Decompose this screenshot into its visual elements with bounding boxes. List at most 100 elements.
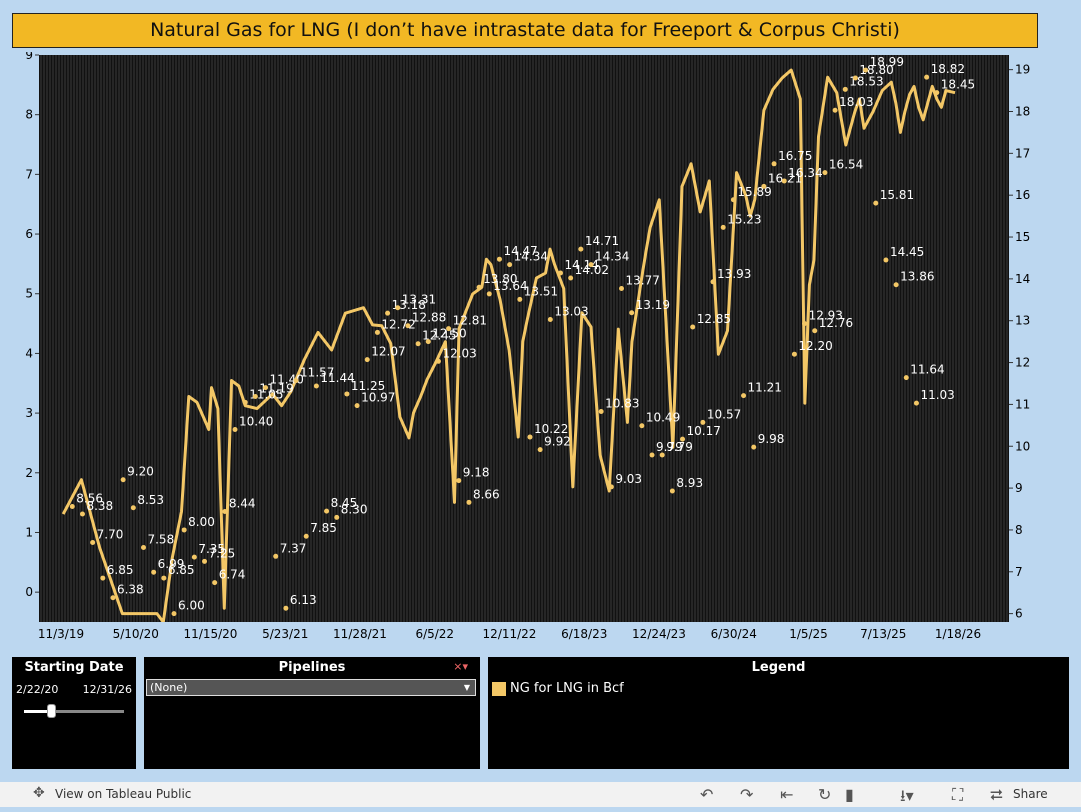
date-slider-handle[interactable] xyxy=(47,704,56,718)
data-label: 16.34 xyxy=(788,166,822,180)
data-point xyxy=(903,375,909,381)
data-point xyxy=(608,484,614,490)
data-point xyxy=(802,321,808,327)
data-point xyxy=(110,595,116,601)
x-axis-tick-label: 12/24/23 xyxy=(632,627,686,641)
data-label: 11.40 xyxy=(270,373,304,387)
data-label: 13.18 xyxy=(392,298,426,312)
data-point xyxy=(364,357,370,363)
data-label: 7.37 xyxy=(280,541,307,555)
download-icon[interactable]: ⭳▾ xyxy=(900,786,914,805)
data-label: 14.02 xyxy=(575,263,609,277)
data-point xyxy=(812,328,818,334)
data-point xyxy=(629,310,635,316)
data-point xyxy=(79,511,85,517)
right-axis-tick-label: 17 xyxy=(1015,146,1030,160)
data-label: 10.17 xyxy=(687,424,721,438)
data-label: 8.93 xyxy=(676,476,703,490)
data-label: 12.81 xyxy=(453,314,487,328)
right-axis-tick-label: 12 xyxy=(1015,356,1030,370)
date-slider-track[interactable] xyxy=(24,710,124,713)
tableau-logo-icon: ✥ xyxy=(33,785,45,801)
data-point xyxy=(191,554,197,560)
x-axis-tick-label: 1/18/26 xyxy=(935,627,981,641)
data-label: 11.64 xyxy=(910,363,944,377)
data-point xyxy=(476,284,482,290)
data-label: 10.83 xyxy=(605,397,639,411)
share-icon[interactable]: ⮂ xyxy=(990,785,1003,804)
right-axis-tick-label: 13 xyxy=(1015,314,1030,328)
data-point xyxy=(293,378,299,384)
data-point xyxy=(547,316,553,322)
data-point xyxy=(649,452,655,458)
data-point xyxy=(690,324,696,330)
data-label: 15.23 xyxy=(727,212,761,226)
x-axis-tick-label: 5/10/20 xyxy=(113,627,159,641)
left-axis-tick-label: 2 xyxy=(25,466,33,480)
data-label: 13.80 xyxy=(483,272,517,286)
refresh-icon[interactable]: ↻ xyxy=(818,785,832,804)
data-label: 16.21 xyxy=(768,171,802,185)
data-point xyxy=(151,569,157,575)
data-label: 18.45 xyxy=(941,78,975,92)
data-point xyxy=(588,262,594,268)
left-axis-tick-label: 4 xyxy=(25,346,33,360)
data-point xyxy=(252,393,258,399)
pause-icon[interactable]: ▮ xyxy=(845,785,854,804)
data-label: 6.99 xyxy=(158,557,185,571)
chart-plot: 0 1 2 3 4 5 6 7 8 9 6 7 8 9 10 11 12 13 14 15 16 17 18 19 11/3/1… xyxy=(12,48,1038,652)
data-label: 6.85 xyxy=(107,563,134,577)
data-point xyxy=(486,291,492,297)
data-label: 11.57 xyxy=(300,366,334,380)
data-label: 9.20 xyxy=(127,465,154,479)
x-axis-tick-label: 11/28/21 xyxy=(333,627,387,641)
clear-filter-icon[interactable]: ⨯▾ xyxy=(453,660,468,673)
data-label: 12.93 xyxy=(809,309,843,323)
pipelines-title: Pipelines xyxy=(278,660,346,675)
data-point xyxy=(313,383,319,389)
fullscreen-icon[interactable]: ⛶ xyxy=(952,785,964,804)
data-label: 18.99 xyxy=(870,55,904,69)
data-point xyxy=(507,262,513,268)
data-point xyxy=(324,508,330,514)
right-axis-tick-label: 10 xyxy=(1015,439,1030,453)
data-label: 7.35 xyxy=(198,542,225,556)
data-point xyxy=(446,326,452,332)
undo-icon[interactable]: ↶ xyxy=(700,785,714,804)
data-point xyxy=(435,358,441,364)
data-label: 10.40 xyxy=(239,415,273,429)
data-label: 8.45 xyxy=(331,496,358,510)
right-axis-tick-label: 8 xyxy=(1015,523,1023,537)
data-label: 9.79 xyxy=(656,440,683,454)
data-label: 13.03 xyxy=(554,304,588,318)
data-point xyxy=(557,270,563,276)
data-point xyxy=(283,605,289,611)
right-axis-tick-label: 16 xyxy=(1015,188,1030,202)
left-axis-tick-label: 8 xyxy=(25,108,33,122)
data-label: 13.19 xyxy=(636,298,670,312)
data-label: 10.57 xyxy=(707,407,741,421)
data-label: 10.22 xyxy=(534,422,568,436)
data-label: 9.18 xyxy=(463,466,490,480)
redo-icon[interactable]: ↷ xyxy=(740,785,754,804)
view-on-tableau-link[interactable]: View on Tableau Public xyxy=(55,787,192,801)
data-point xyxy=(425,339,431,345)
data-label: 12.50 xyxy=(432,327,466,341)
data-point xyxy=(771,161,777,167)
data-point xyxy=(761,183,767,189)
x-axis-tick-label: 12/11/22 xyxy=(483,627,537,641)
share-label[interactable]: Share xyxy=(1013,787,1048,801)
data-point xyxy=(852,75,858,81)
right-axis-tick-label: 19 xyxy=(1015,63,1030,77)
data-point xyxy=(456,478,462,484)
end-date: 12/31/26 xyxy=(82,683,132,696)
data-point xyxy=(537,447,543,453)
data-point xyxy=(354,403,360,409)
revert-icon[interactable]: ⇤ xyxy=(780,785,794,804)
data-label: 7.85 xyxy=(310,521,337,535)
data-point xyxy=(100,575,106,581)
x-axis-tick-label: 5/23/21 xyxy=(262,627,308,641)
data-label: 7.25 xyxy=(209,546,236,560)
left-axis-tick-label: 7 xyxy=(25,167,33,181)
pipelines-dropdown[interactable]: (None) ▼ xyxy=(146,679,476,696)
